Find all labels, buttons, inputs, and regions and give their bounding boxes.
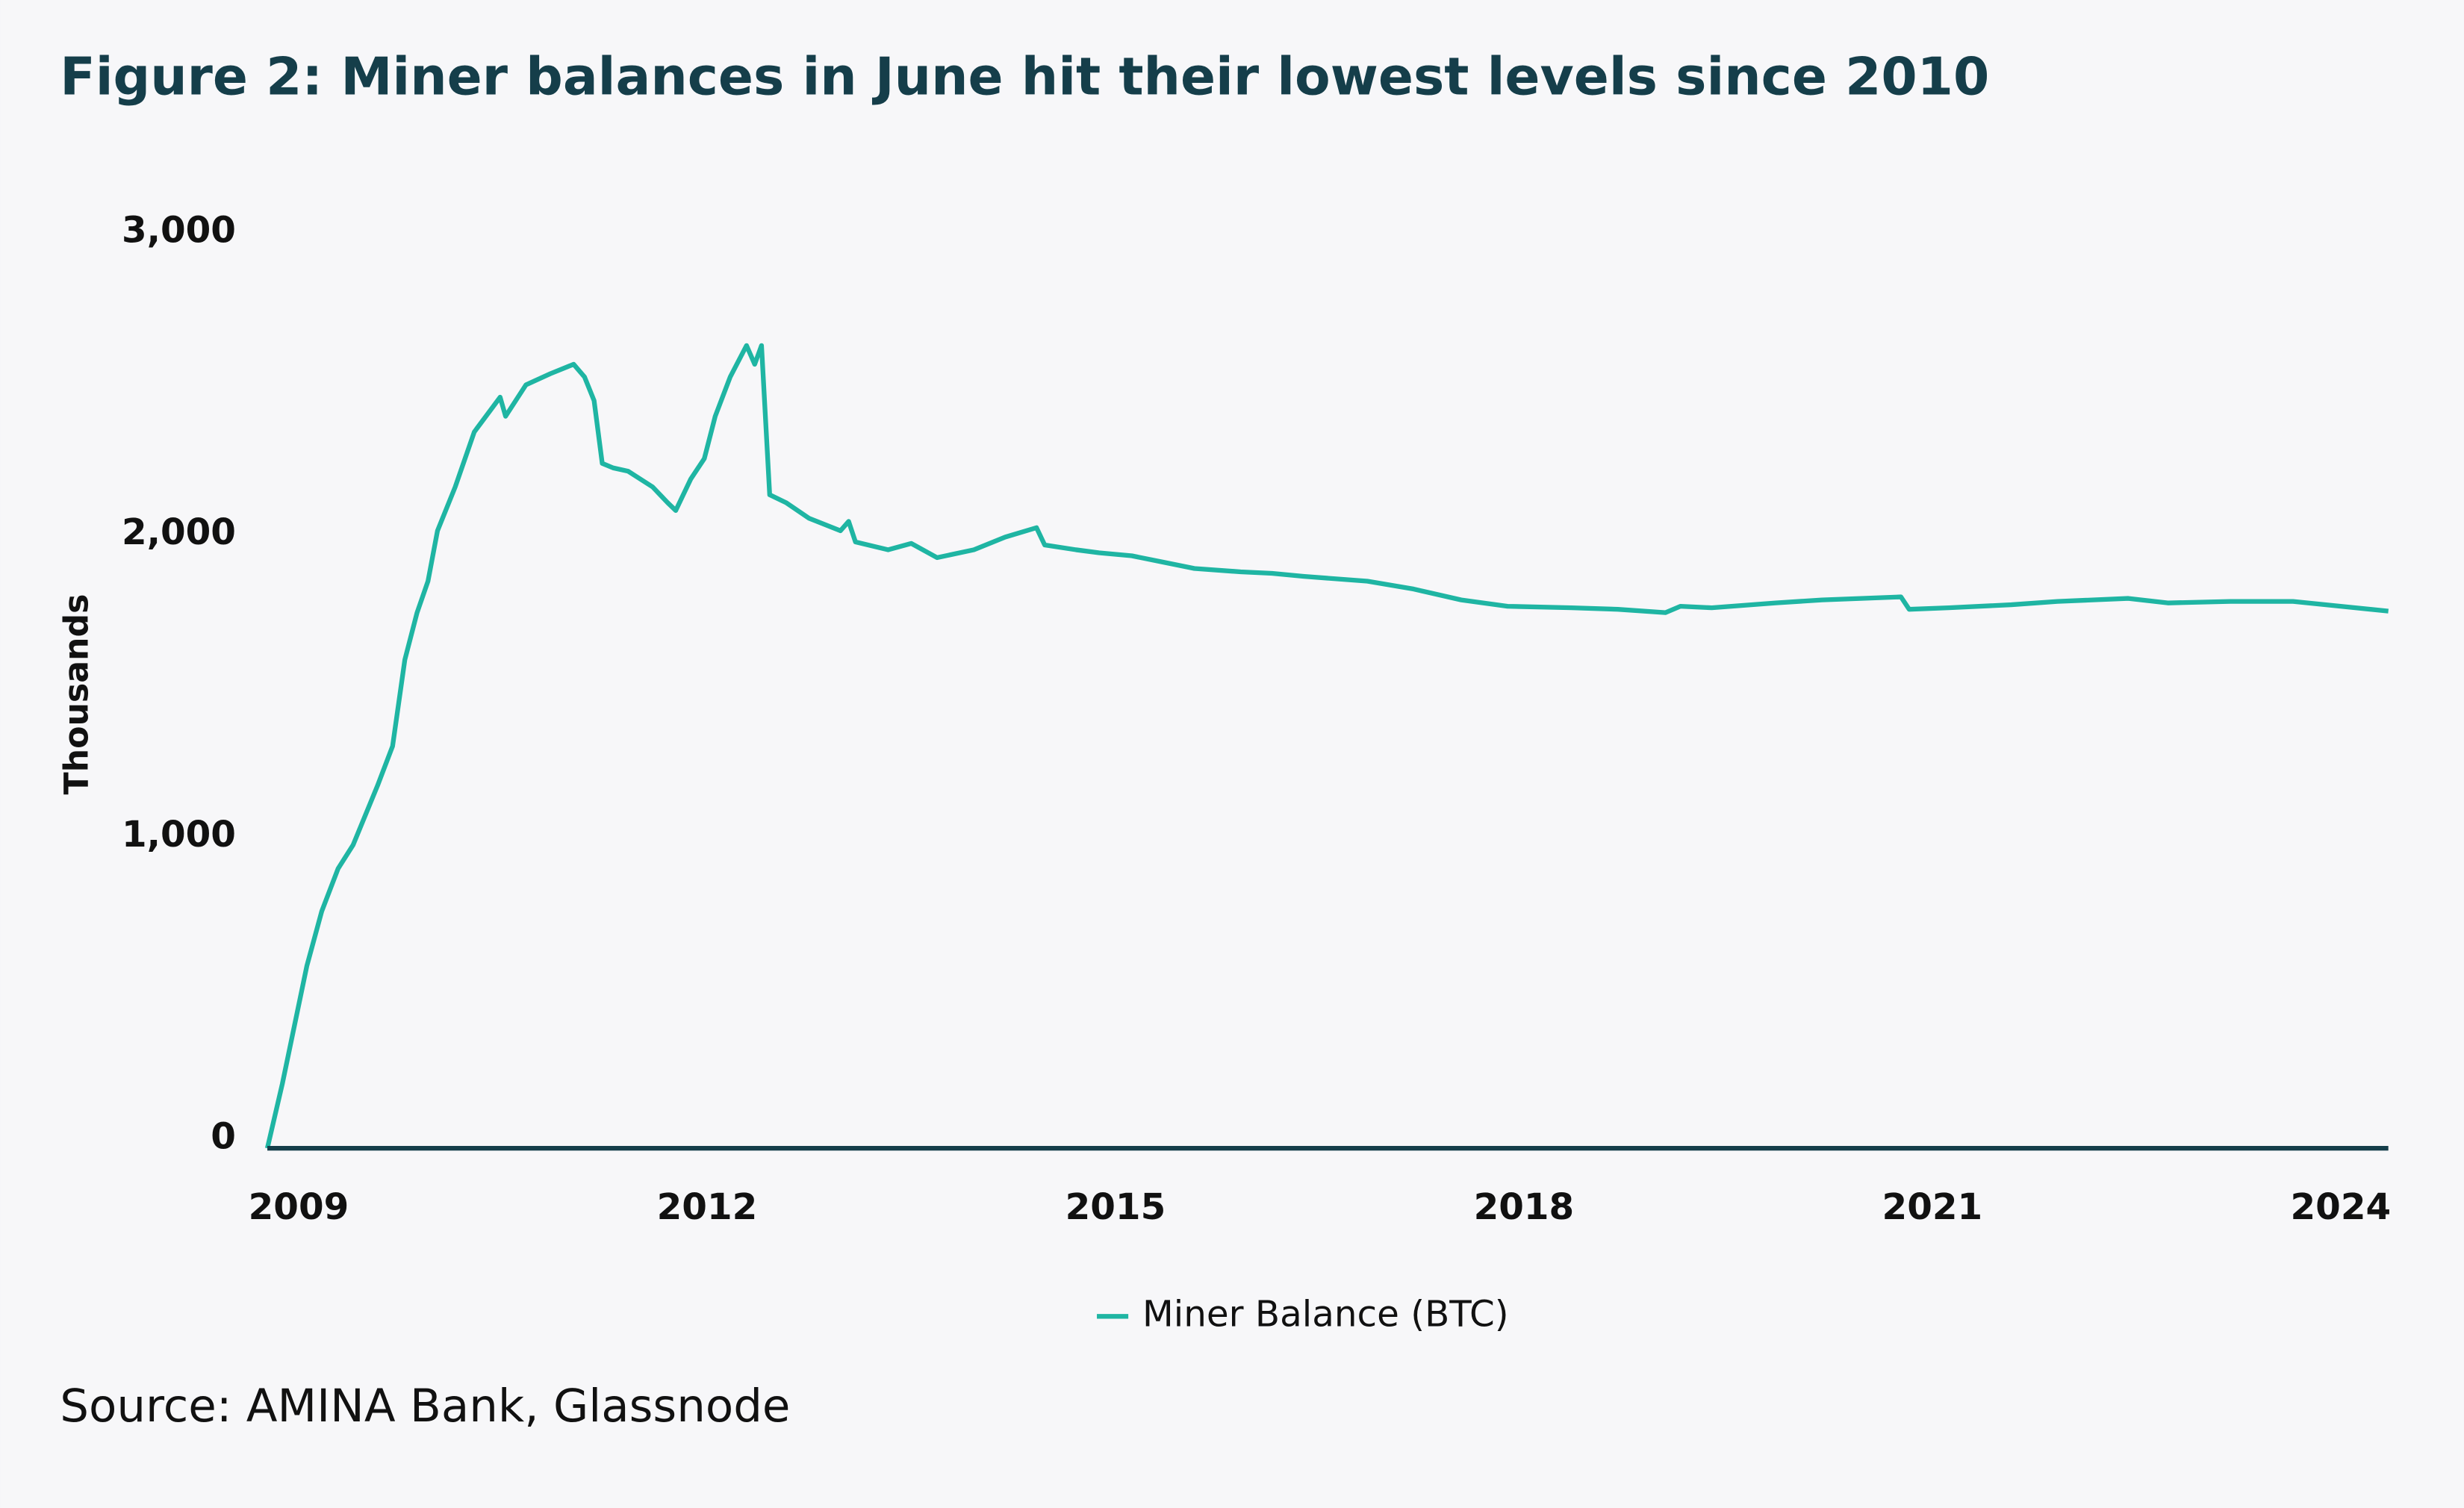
y-axis-label: Thousands (58, 594, 96, 795)
y-tick-label: 3,000 (122, 209, 236, 251)
data-line (264, 343, 2389, 1149)
x-tick-label: 2021 (1882, 1186, 1983, 1228)
x-tick-label: 2012 (657, 1186, 758, 1228)
source: Source: AMINA Bank, Glassnode (60, 1380, 790, 1433)
x-tick-label: 2018 (1474, 1186, 1575, 1228)
x-tick-label: 2024 (2291, 1186, 2392, 1228)
x-tick-label: 2015 (1065, 1186, 1166, 1228)
y-tick-label: 1,000 (122, 814, 236, 856)
chart-title: Figure 2: Miner balances in June hit the… (60, 47, 1989, 107)
y-tick-label: 0 (211, 1116, 236, 1158)
y-tick-label: 2,000 (122, 511, 236, 553)
x-tick-label: 2009 (249, 1186, 349, 1228)
legend-label: Miner Balance (BTC) (1142, 1293, 1509, 1335)
